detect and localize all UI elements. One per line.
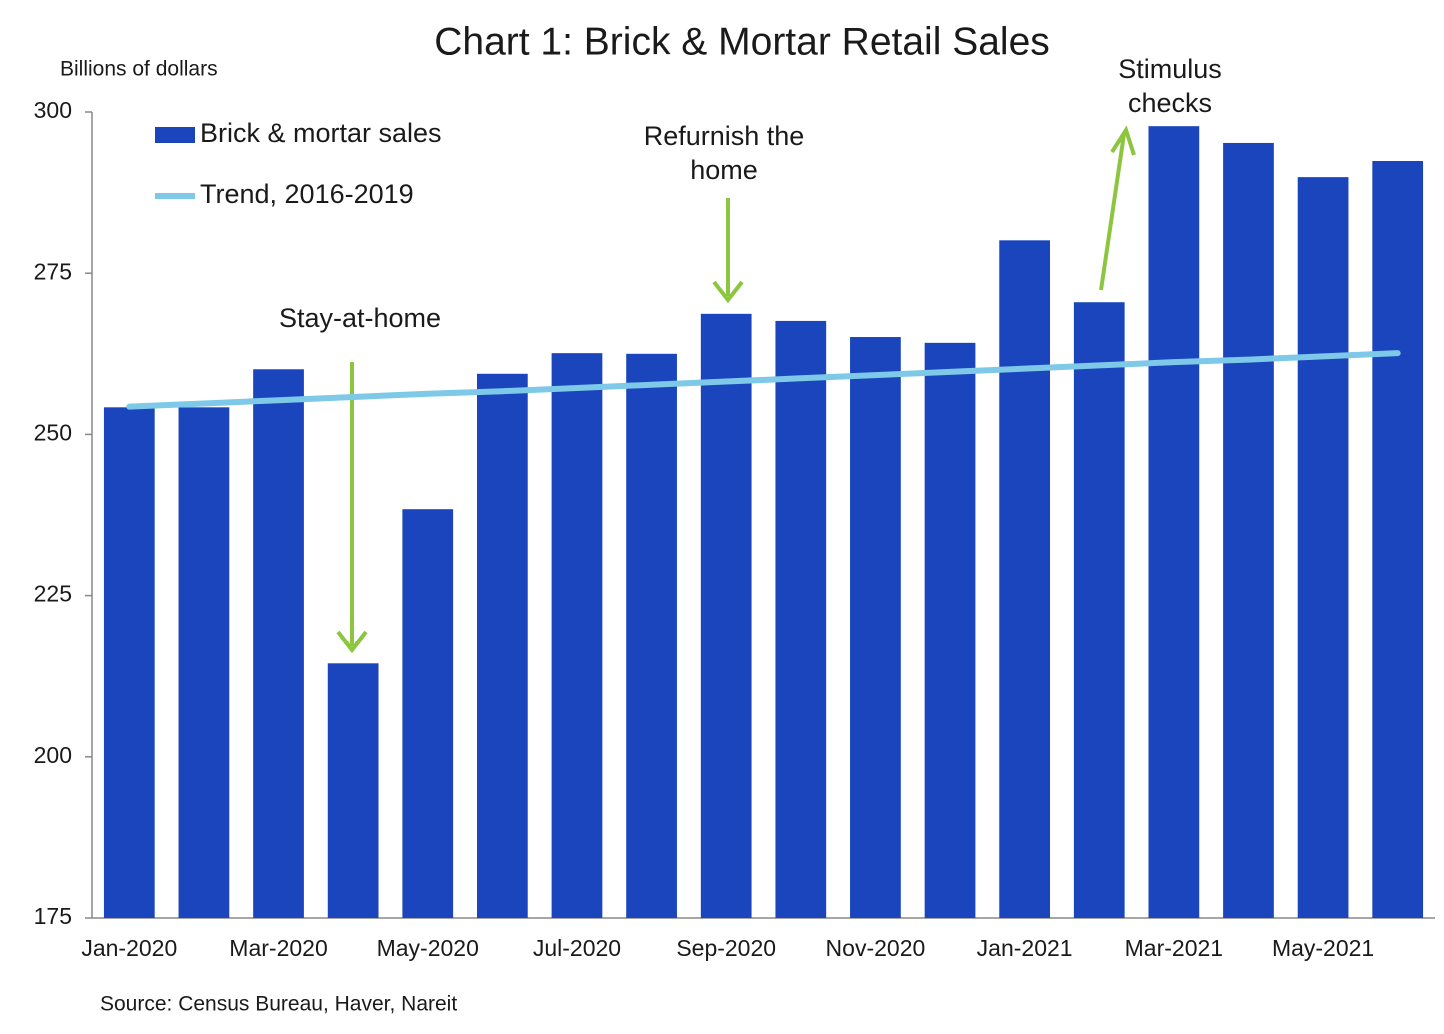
chart-title: Chart 1: Brick & Mortar Retail Sales xyxy=(434,20,1050,63)
x-tick-label: Sep-2020 xyxy=(676,935,776,961)
bar xyxy=(178,407,230,918)
y-tick-label: 300 xyxy=(34,97,72,123)
arrow-head xyxy=(336,630,368,654)
bar xyxy=(1223,142,1274,919)
bar xyxy=(402,509,454,918)
annotation: checks xyxy=(1128,88,1212,118)
bar xyxy=(253,369,304,918)
legend-swatch xyxy=(155,127,195,143)
arrow xyxy=(1099,133,1126,291)
bar xyxy=(850,337,901,919)
arrow-head xyxy=(712,280,744,304)
x-tick-label: Nov-2020 xyxy=(826,935,926,961)
trend-line xyxy=(126,350,1401,410)
annotation: Refurnish the xyxy=(644,121,805,151)
y-tick-label: 225 xyxy=(34,581,72,607)
annotation: Stay-at-home xyxy=(279,303,441,333)
bar xyxy=(551,353,603,918)
bar xyxy=(476,373,528,918)
x-tick-label: Jan-2020 xyxy=(81,935,177,961)
bar xyxy=(1297,177,1349,918)
x-tick-label: Mar-2021 xyxy=(1125,935,1223,961)
x-tick-label: May-2021 xyxy=(1272,935,1374,961)
y-axis-label: Billions of dollars xyxy=(60,58,218,81)
bar xyxy=(1073,302,1125,918)
bar xyxy=(1148,126,1200,918)
bar xyxy=(700,313,752,918)
y-tick-label: 275 xyxy=(34,258,72,284)
source: Source: Census Bureau, Haver, Nareit xyxy=(100,993,457,1016)
bar xyxy=(103,407,155,918)
x-tick-label: Jan-2021 xyxy=(977,935,1073,961)
y-tick-label: 250 xyxy=(34,419,72,445)
bar xyxy=(626,353,677,918)
bar xyxy=(924,342,976,919)
bar xyxy=(1372,161,1424,918)
legend-label: Trend, 2016-2019 xyxy=(200,179,414,209)
arrow-head xyxy=(1110,125,1136,156)
bar xyxy=(775,320,827,919)
x-tick-label: Mar-2020 xyxy=(229,935,327,961)
x-tick-label: May-2020 xyxy=(377,935,479,961)
annotation: Stimulus xyxy=(1118,54,1222,84)
bar xyxy=(327,663,379,918)
y-tick-label: 200 xyxy=(34,742,72,768)
annotation: home xyxy=(690,155,758,185)
x-tick-label: Jul-2020 xyxy=(533,935,621,961)
bar xyxy=(999,240,1051,919)
y-tick-label: 175 xyxy=(34,903,72,929)
legend-label: Brick & mortar sales xyxy=(200,118,442,148)
